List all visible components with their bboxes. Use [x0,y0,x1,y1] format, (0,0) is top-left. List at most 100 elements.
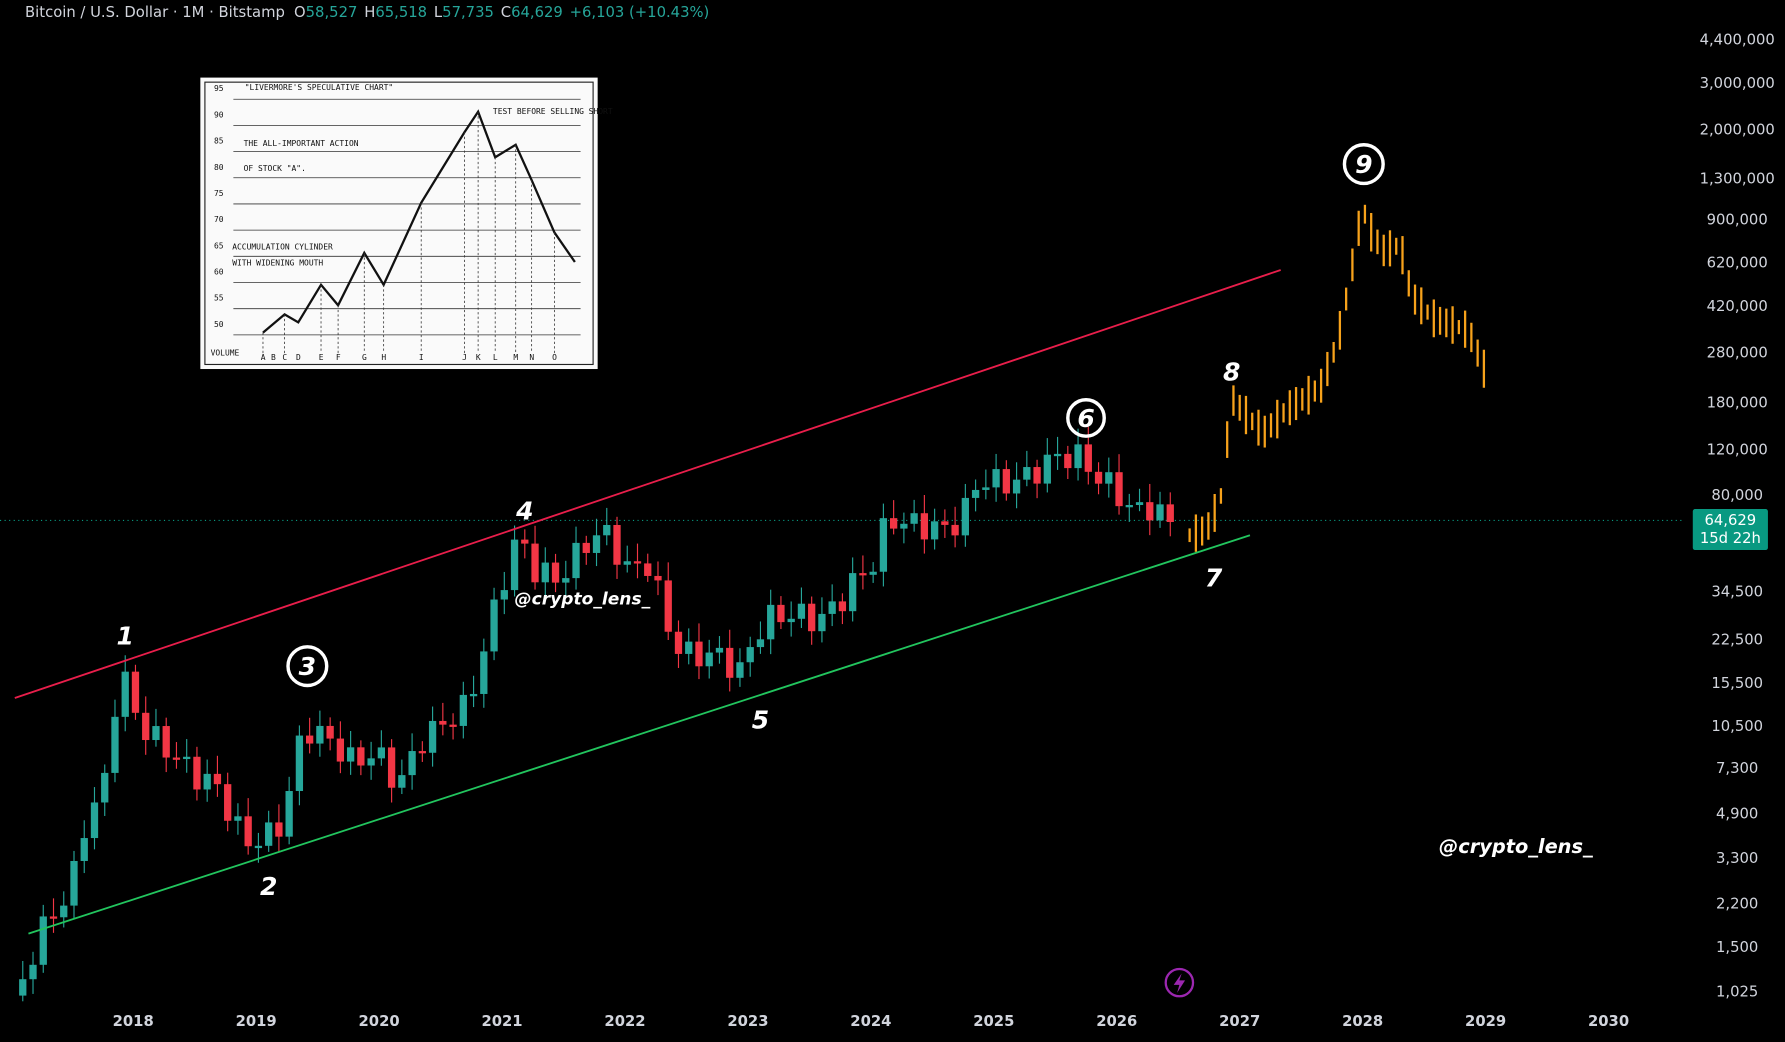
inset-letter: E [319,353,324,362]
candle-body [142,712,150,741]
price-label: 280,000 [1707,345,1768,362]
candle-body [777,604,785,623]
candle-body [1023,467,1031,480]
inset-level: 55 [214,294,224,303]
candle-body [1115,472,1123,507]
price-label: 10,500 [1711,718,1763,735]
price-label: 4,400,000 [1700,32,1775,49]
price-label: 120,000 [1707,441,1768,458]
candle-body [60,905,68,918]
wave-circle [1066,398,1106,438]
candle-body [377,747,386,759]
candle-body [674,631,683,654]
candle-body [900,523,908,529]
countdown: 15d 22h [1700,530,1761,547]
candle-body [623,561,631,565]
candle-body [480,651,488,694]
price-label: 180,000 [1707,395,1768,412]
wave-circle [1342,143,1385,186]
candle-body [726,647,734,678]
candle-body [521,539,529,544]
price-label: 34,500 [1711,584,1763,601]
candle-body [80,838,88,861]
candle-body [1033,467,1041,484]
candle-body [439,720,447,725]
inset-caption: WITH WIDENING MOUTH [232,258,323,267]
inset-letter: L [493,353,498,362]
upper-channel [14,269,1281,699]
inset-letter: A [261,353,266,362]
candle-body [306,735,314,744]
inset-letter: N [529,353,534,362]
price-label: 1,500 [1716,939,1758,956]
wave-label: 4 [515,496,533,525]
wave-circle [286,645,329,688]
candle-body [572,542,580,579]
candle-body [1135,502,1144,506]
candle-body [418,751,426,754]
time-axis: 2018 2019 2020 2021 2022 2023 2024 2025 … [113,1013,1629,1030]
inset-caption: OF STOCK "A". [244,164,306,173]
candle-body [551,562,560,583]
candle-body [838,601,847,612]
candle-body [1043,454,1051,484]
candle-body [428,720,437,753]
candle-body [695,641,703,667]
candle-body [172,757,181,760]
year-label: 2027 [1219,1013,1260,1030]
inset-level: 85 [214,137,224,146]
last-price-box [1692,509,1768,551]
candle-body [746,647,754,663]
candle-body [971,489,980,498]
candle-body [1166,504,1174,522]
watermark: @crypto_lens_ [515,590,651,610]
candle-body [326,725,334,739]
candle-body [90,802,99,839]
last-price: 64,629 [1704,512,1756,529]
inset-image: "LIVERMORE'S SPECULATIVE CHART" TEST BEF… [200,77,613,370]
candle-body [654,575,662,581]
wave-label: 3 [299,652,316,681]
year-label: 2023 [727,1013,768,1030]
candle-body [295,735,304,792]
candle-body [336,738,345,762]
candle-body [715,647,724,653]
candle-body [982,487,990,490]
price-label: 2,200 [1716,896,1758,913]
candle-body [469,693,478,697]
wave-label: 7 [1205,563,1223,592]
candle-body [1074,444,1082,469]
year-label: 2019 [236,1013,277,1030]
candle-body [490,599,498,652]
inset-level: 65 [214,241,224,250]
inset-level: 70 [214,215,224,224]
candle-body [449,724,457,727]
candle-body [664,580,672,632]
candle-body [767,604,775,640]
candle-body [705,652,713,667]
inset-letter: H [381,353,386,362]
candle-body [131,671,140,713]
inset-background [200,77,598,370]
inset-grid [233,98,581,336]
wave-label: 1 [117,622,134,651]
candle-body [756,639,765,648]
price-label: 1,025 [1716,983,1758,1000]
candle-body [49,916,58,919]
inset-caption: ACCUMULATION CYLINDER [232,242,333,251]
candle-body [797,603,806,619]
inset-frame [204,81,594,366]
candle-body [162,726,170,758]
price-label: 3,300 [1716,850,1758,867]
candle-body [879,518,888,572]
candle-body [408,751,416,776]
candle-body [357,747,365,766]
candle-body [510,539,519,591]
inset-note: TEST BEFORE SELLING SHORT [493,107,613,116]
candle-body [254,845,263,849]
candle-body [869,571,877,575]
candle-body [992,469,1000,488]
inset-letter: O [552,353,557,362]
lightning-icon[interactable] [1164,967,1195,998]
candles [19,204,1486,1002]
